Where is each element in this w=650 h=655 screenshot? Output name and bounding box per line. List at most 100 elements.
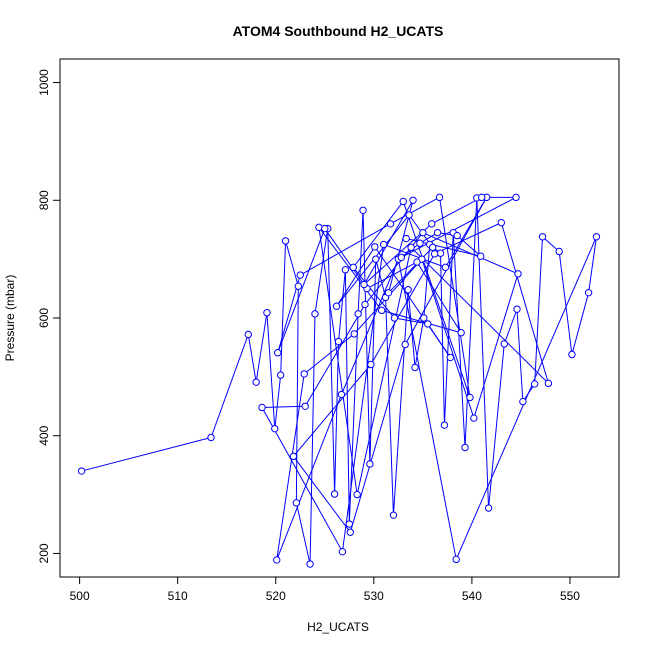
data-point [405,211,413,219]
data-point [413,258,421,266]
data-point [568,350,576,359]
series-line-segment [293,364,372,457]
series-line-segment [431,196,482,225]
data-point [397,253,405,262]
data-point [301,402,309,410]
data-point [263,309,271,317]
data-point [457,329,465,337]
data-point [430,250,439,258]
data-point [360,280,368,289]
series-line-segment [385,297,394,516]
data-point [384,288,393,297]
data-point [514,270,522,278]
data-point [404,286,412,294]
data-point [334,337,343,346]
series-line-segment [434,222,502,255]
data-point [446,353,455,362]
data-point [244,330,252,339]
data-point [538,233,547,241]
data-point [424,320,432,328]
data-point [519,397,527,406]
data-point [296,271,304,279]
series-line-segment [314,228,329,314]
y-tick-label: 600 [37,308,51,328]
series-line-segment [500,222,549,384]
data-point [500,340,508,348]
data-point [379,240,388,249]
series-line-segment [473,273,519,419]
series-line-segment [402,201,471,398]
series-line-segment [439,197,471,398]
series-line-segment [356,247,412,495]
series-line-segment [309,313,316,565]
data-point [453,231,461,240]
series-line-segment [503,308,518,345]
data-point [289,452,298,461]
series-line-segment [318,227,358,495]
series-line-segment [81,437,212,472]
data-point [271,424,279,433]
data-point [337,390,346,399]
series-lines [81,196,597,565]
x-axis-label: H2_UCATS [307,620,369,634]
data-point [419,228,427,237]
series-line-segment [381,309,462,334]
x-tick-label: 500 [70,589,90,603]
series-line-segment [340,258,399,395]
x-axis: 500 510 520 530 540 550 [70,576,580,603]
series-line-segment [401,196,517,258]
series-line-segment [476,197,490,509]
series-line-segment [464,197,478,448]
series-line-segment [392,289,409,516]
series-line-segment [352,267,395,319]
data-point [407,243,415,252]
data-point [345,520,354,528]
data-point [300,370,308,378]
series-line-segment [334,341,340,495]
series-line-segment [375,259,387,298]
data-point [452,555,460,564]
series-line-segment [366,261,418,290]
data-point [420,314,428,322]
chart-title: ATOM4 Southbound H2_UCATS [233,23,444,39]
data-point [402,234,410,243]
series-line-segment [293,456,351,533]
series-line-segment [274,375,282,429]
series-line-segment [571,292,590,355]
series-points [77,193,601,568]
data-point [338,547,347,556]
data-point [294,282,303,290]
series-line-segment [363,200,414,285]
series-line-segment [266,312,276,429]
data-point [466,393,474,402]
data-point [441,263,450,272]
data-point [330,490,339,498]
data-point [361,300,369,309]
x-tick-label: 520 [266,589,286,603]
data-point [411,363,419,372]
data-point [470,414,478,422]
series-line-segment [394,317,428,325]
data-point [341,266,350,274]
series-line-segment [455,236,597,560]
series-line-segment [295,502,311,565]
y-tick-label: 200 [37,543,51,563]
data-point [428,243,437,252]
y-tick-label: 1000 [37,69,51,96]
series-line-segment [255,312,268,383]
series-line-segment [324,228,368,289]
data-point [389,511,398,519]
series-line-segment [456,235,482,257]
series-line-segment [300,223,391,276]
series-line-segment [349,344,406,533]
series-line-segment [277,228,326,353]
series-line-segment [357,210,364,314]
data-point [371,243,379,251]
data-point [349,263,357,272]
data-point [433,228,442,237]
data-point [292,499,301,507]
data-point [478,193,486,202]
data-point [252,378,260,386]
series-line-segment [421,258,475,419]
series-line-segment [247,334,257,383]
